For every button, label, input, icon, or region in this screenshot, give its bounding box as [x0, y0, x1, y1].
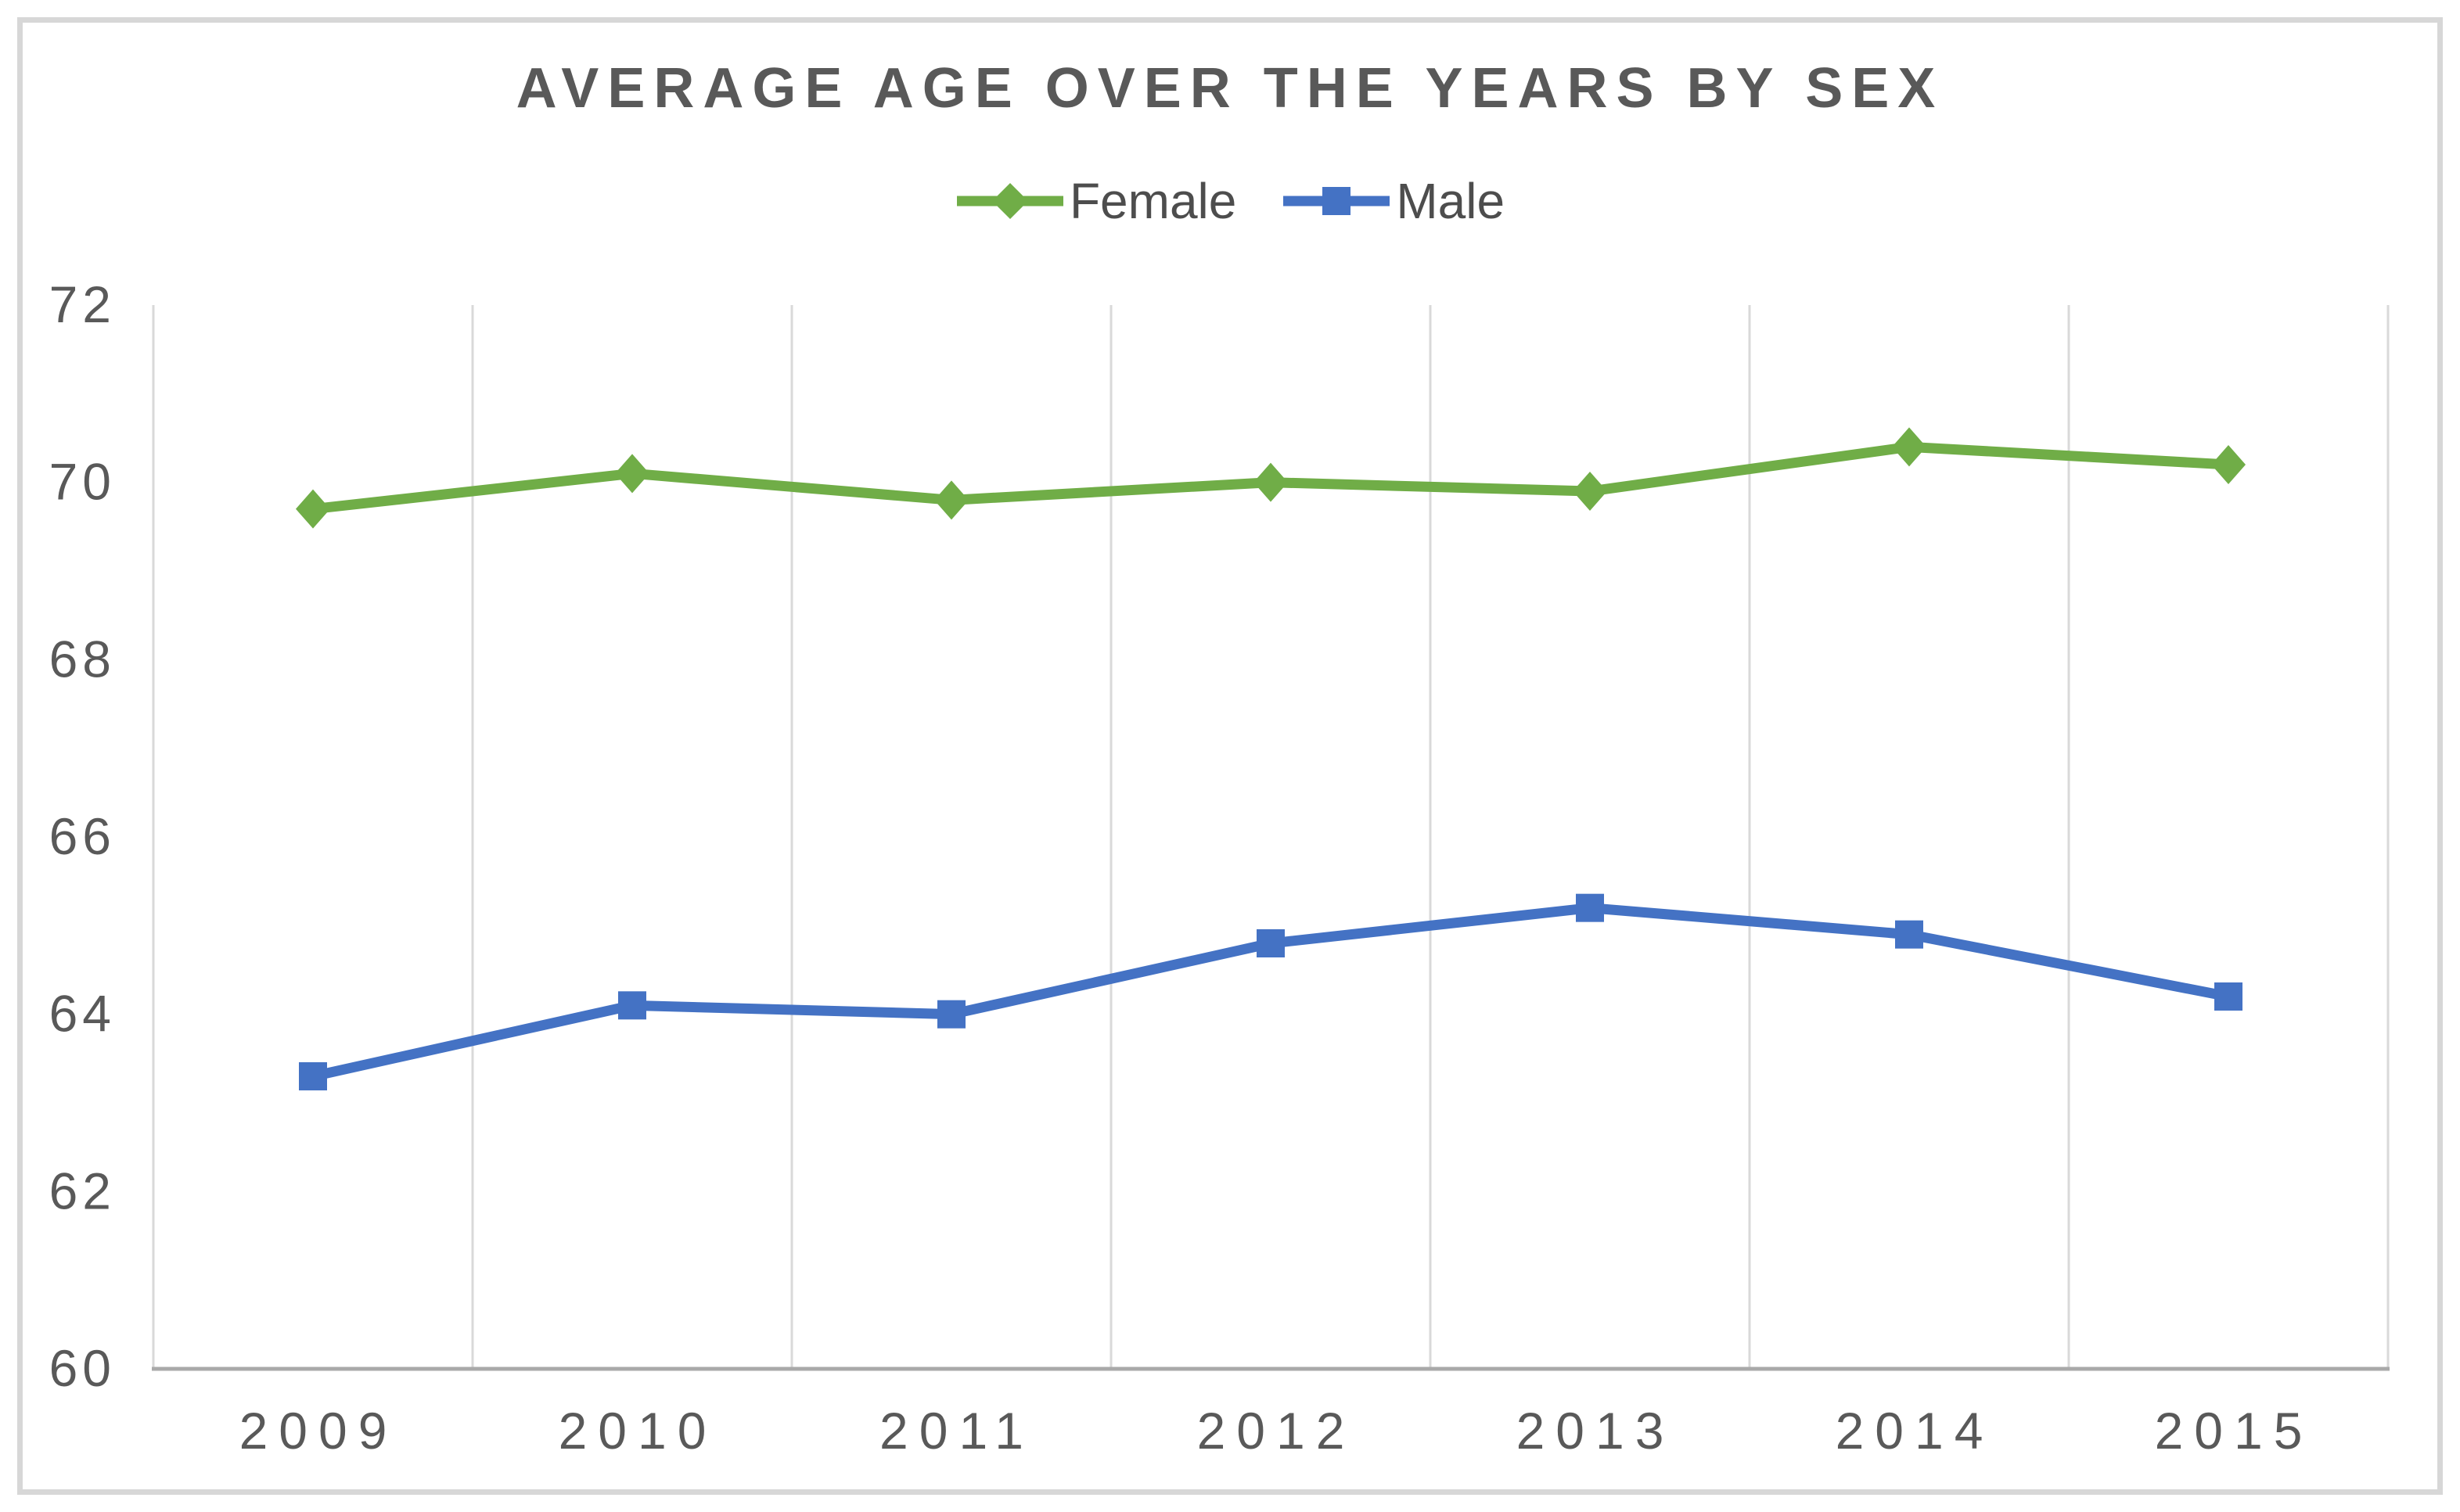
female-data-point-marker	[615, 454, 649, 494]
legend-item-male: Male	[1282, 172, 1505, 230]
y-tick-label: 70	[49, 453, 116, 511]
female-data-point-marker	[934, 480, 969, 520]
legend-label-female: Female	[1069, 173, 1237, 229]
legend-label-male: Male	[1396, 173, 1505, 229]
x-tick-label: 2013	[1516, 1402, 1675, 1460]
x-tick-label: 2010	[559, 1402, 718, 1460]
male-data-point-marker	[1257, 929, 1285, 957]
female-data-point-marker	[1892, 427, 1926, 467]
x-tick-label: 2014	[1836, 1402, 1994, 1460]
y-tick-label: 62	[49, 1162, 116, 1219]
y-tick-label: 66	[49, 807, 116, 865]
x-tick-label: 2011	[879, 1402, 1034, 1460]
diamond-marker-icon	[991, 183, 1028, 219]
female-data-point-marker	[1253, 462, 1288, 502]
male-data-point-marker	[1895, 920, 1923, 949]
y-tick-label: 72	[49, 275, 116, 333]
legend: Female Male	[0, 172, 2460, 230]
chart-frame	[17, 17, 2443, 1495]
male-data-point-marker	[1576, 893, 1604, 922]
x-tick-label: 2015	[2155, 1402, 2314, 1460]
female-series-swatch-icon	[956, 183, 1063, 219]
square-marker-icon	[1322, 187, 1351, 215]
male-series-swatch-icon	[1283, 187, 1390, 215]
y-tick-label: 60	[49, 1339, 116, 1397]
y-tick-label: 64	[49, 985, 116, 1043]
x-tick-label: 2012	[1197, 1402, 1356, 1460]
male-data-point-marker	[937, 1000, 966, 1029]
female-data-point-marker	[296, 489, 330, 529]
female-data-point-marker	[1573, 472, 1607, 511]
chart-title: AVERAGE AGE OVER THE YEARS BY SEX	[516, 57, 1944, 120]
male-data-point-marker	[299, 1062, 327, 1090]
male-data-point-marker	[2214, 982, 2242, 1011]
female-data-point-marker	[2211, 445, 2246, 484]
legend-item-female: Female	[955, 172, 1236, 230]
male-data-point-marker	[618, 991, 646, 1020]
y-tick-label: 68	[49, 630, 116, 688]
x-tick-label: 2009	[239, 1402, 398, 1460]
